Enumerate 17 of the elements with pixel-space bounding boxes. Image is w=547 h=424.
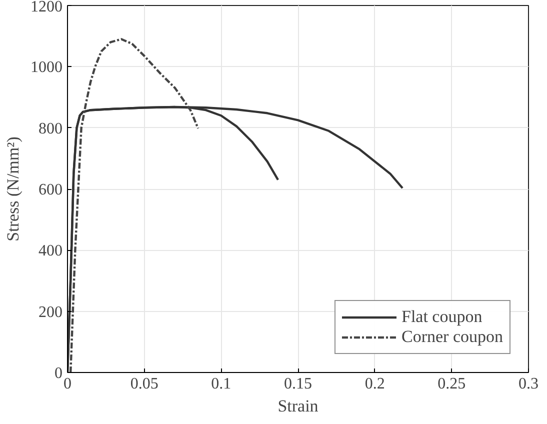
x-tick-label: 0.05 — [130, 376, 158, 392]
y-tick-label: 200 — [38, 304, 62, 321]
y-tick-label: 1200 — [30, 0, 62, 16]
x-axis-title: Strain — [278, 396, 319, 416]
legend-label: Flat coupon — [401, 307, 482, 327]
legend-label: Corner coupon — [401, 327, 503, 347]
x-tick-label: 0.3 — [518, 376, 538, 392]
y-tick-label: 0 — [54, 365, 62, 382]
x-tick-label: 0.25 — [438, 376, 466, 392]
y-tick-label: 1000 — [30, 59, 62, 76]
x-tick-label: 0.1 — [211, 376, 232, 392]
y-tick-label: 800 — [38, 120, 62, 138]
y-axis-title: Stress (N/mm²) — [4, 136, 22, 242]
x-tick-label: 0.2 — [364, 376, 385, 392]
y-tick-label: 600 — [38, 182, 62, 198]
y-tick-label: 400 — [38, 242, 62, 260]
x-tick-label: 0.15 — [284, 376, 312, 392]
